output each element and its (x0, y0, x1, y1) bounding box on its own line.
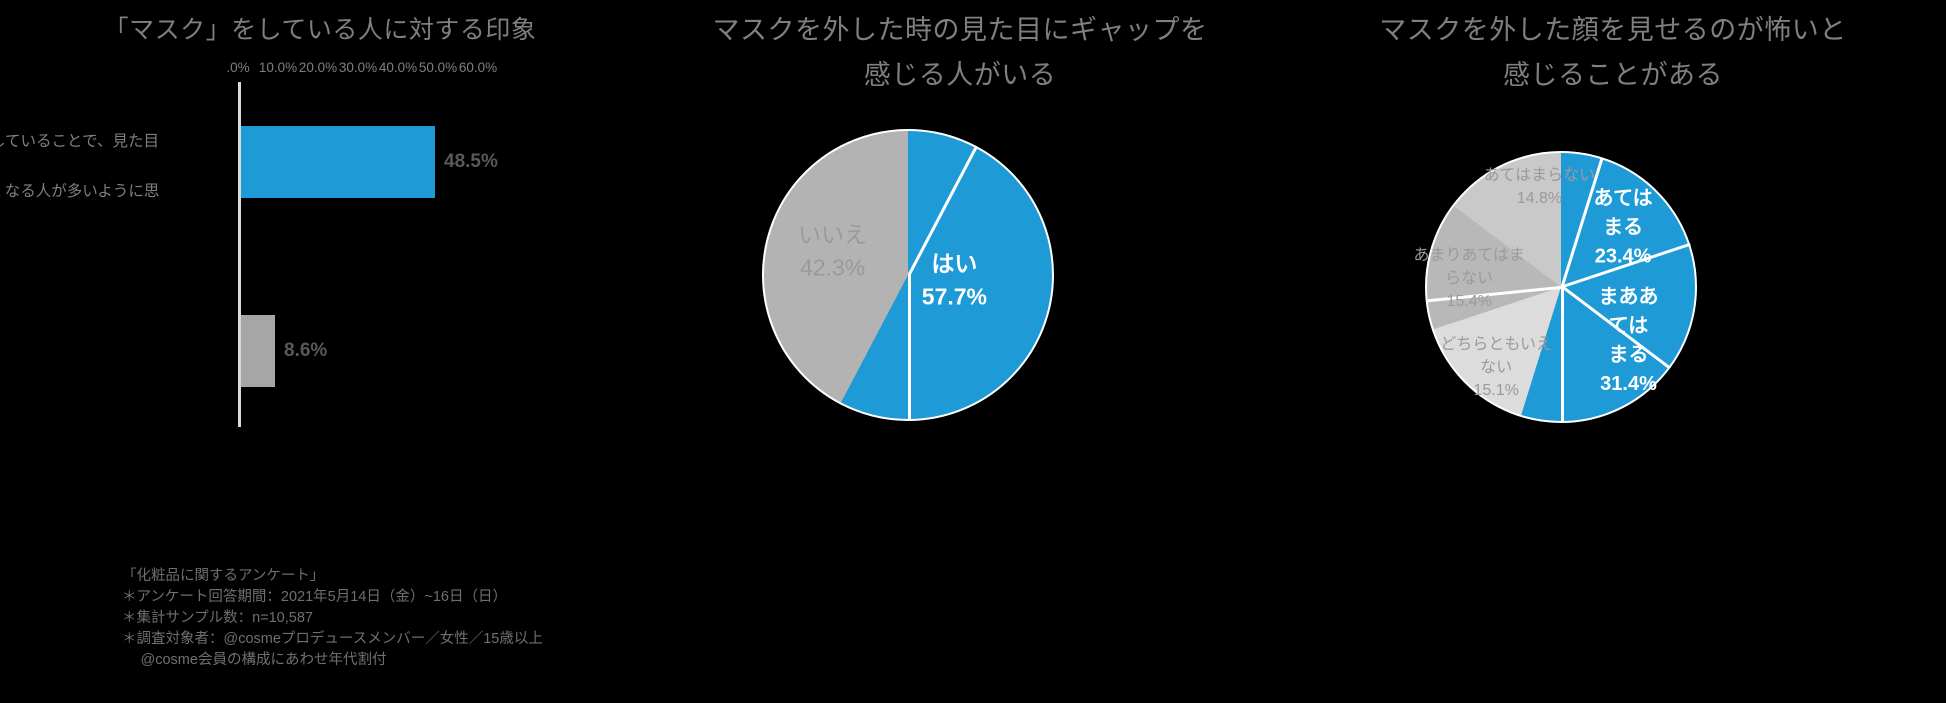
x-tick-5: 50.0% (418, 60, 458, 75)
x-tick-4: 40.0% (378, 60, 418, 75)
pie-chart-2-slice-label-atehamaru: あてはまる 23.4% (1593, 187, 1653, 268)
bar-rect-0 (241, 126, 435, 198)
pie-chart-2-outline (1425, 151, 1697, 423)
pie-chart-2-seam-0 (1561, 287, 1564, 422)
bar-plot-area: .0% 10.0% 20.0% 30.0% 40.0% 50.0% 60.0% … (0, 60, 500, 427)
pie-chart-1-slice-label-hai: はい 57.7% (922, 247, 987, 314)
bar-row-0: 48.5% マスクをしていることで、見た目や 印象がよくなる人が多いように思う (0, 126, 498, 200)
bar-value-0: 48.5% (444, 151, 498, 172)
pie-chart-2-title: マスクを外した顔を見せるのが怖いと 感じることがある (1379, 15, 1847, 90)
x-tick-2: 20.0% (298, 60, 338, 75)
bar-row-1: 8.6% マスクをしていることで、見た目や 印象が悪くなる人が多いように思う (0, 315, 327, 389)
pie-chart-1: はい 57.7% いいえ 42.3% (762, 129, 1054, 421)
pie1-value-0: 57.7% (921, 283, 987, 310)
pie-chart-2: あてはまる 23.4% まああては まる 31.4% どちらともいえ ない 15… (1414, 151, 1697, 423)
x-tick-6: 60.0% (458, 60, 498, 75)
bar-rect-1 (241, 315, 275, 387)
bar-value-1: 8.6% (284, 340, 328, 361)
pie-chart-2-slice-label-atehamaranai: あてはまらない 14.8% (1483, 166, 1596, 208)
bar-chart-panel: 「マスク」をしている人に対する印象 .0% 10.0% 20.0% 30.0% … (0, 0, 640, 703)
bar-chart-y-axis (238, 82, 241, 427)
x-tick-1: 10.0% (258, 60, 298, 75)
pie-chart-1-title: マスクを外した時の見た目にギャップを 感じる人がいる (712, 15, 1208, 90)
bar-category-label-1: マスクをしていることで、見た目や 印象が悪くなる人が多いように思う (0, 318, 13, 418)
pie-chart-2-slice-label-maa-atehamaru: まああては まる 31.4% (1598, 286, 1659, 395)
pie1-label-1: いいえ (798, 221, 868, 248)
bar-category-label-0: マスクをしていることで、見た目や 印象がよくなる人が多いように思う (0, 133, 160, 200)
pie-chart-1-slice-label-iie: いいえ 42.3% (798, 218, 867, 285)
pie-chart-2-slice-label-dochiratomo: どちらともいえ ない 15.1% (1440, 336, 1553, 400)
pie1-value-1: 42.3% (799, 254, 866, 281)
bar-chart-x-axis-ticks: .0% 10.0% 20.0% 30.0% 40.0% 50.0% 60.0% (224, 60, 514, 78)
survey-footnote: 「化粧品に関するアンケート」 ＊アンケート回答期間：2021年5月14日（金）~… (122, 568, 543, 668)
pie1-label-0: はい (931, 250, 978, 277)
pie-chart-2-slice-label-amari-atehamaranai: あまりあてはま らない 15.4% (1413, 247, 1525, 311)
bar-chart-title: 「マスク」をしている人に対する印象 (103, 16, 537, 44)
pie-chart-2-panel: マスクを外した顔を見せるのが怖いと 感じることがある あてはまる 23.4% ま… (1280, 0, 1946, 703)
pie-chart-1-panel: マスクを外した時の見た目にギャップを 感じる人がいる はい 57.7% いいえ 42… (640, 0, 1280, 703)
pie-chart-1-seam-0 (908, 275, 911, 420)
pie-chart-1-outline (762, 129, 1054, 421)
x-tick-3: 30.0% (338, 60, 378, 75)
x-tick-0: .0% (226, 60, 250, 75)
